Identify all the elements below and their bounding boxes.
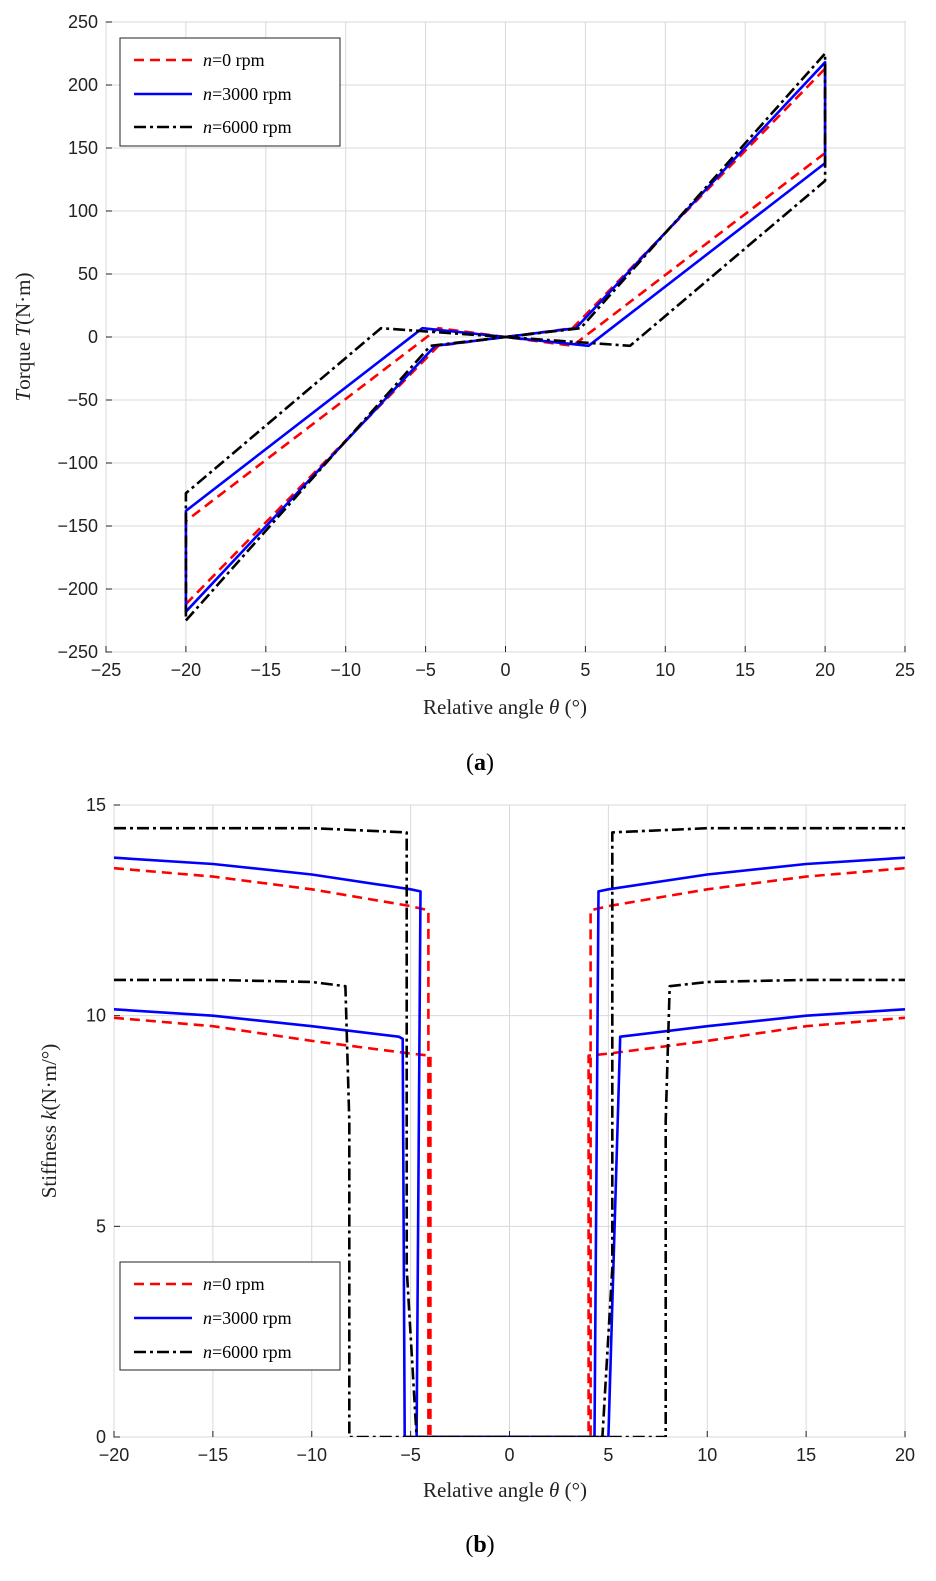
series-line-n-6000-rpm-loop [184,52,827,622]
x-tick-label: 25 [895,660,915,680]
y-tick-label: −250 [57,642,98,662]
x-tick-label: 5 [603,1445,613,1465]
legend-entry-n0-b: n=0 rpm [134,1274,265,1294]
series-line-n-3000-rpm-lower [114,1008,905,1437]
x-tick-label: 15 [796,1445,816,1465]
legend-label-n0-a: n=0 rpm [203,50,265,70]
x-axis-label-b: Relative angle θ (°) [423,1478,587,1502]
x-tick-label: 15 [735,660,755,680]
x-tick-label: −5 [415,660,436,680]
y-tick-label: 10 [86,1006,106,1026]
x-tick-label: 0 [504,1445,514,1465]
legend-label-n6000-a: n=6000 rpm [203,117,292,137]
y-tick-label: −100 [57,453,98,473]
y-tick-label: 100 [68,201,98,221]
x-tick-label: 10 [655,660,675,680]
x-tick-label: 10 [697,1445,717,1465]
x-tick-label: −15 [251,660,282,680]
legend-label-n6000-b: n=6000 rpm [203,1342,292,1362]
x-axis-label-a: Relative angle θ (°) [423,695,587,719]
y-tick-label: −150 [57,516,98,536]
series-line-n-0-rpm-lower [114,1016,905,1437]
y-tick-label: 250 [68,12,98,32]
legend-entry-n6000-b: n=6000 rpm [134,1342,292,1362]
legend-b: n=0 rpm n=3000 rpm n=6000 rpm [119,1261,341,1371]
x-tick-label: −10 [296,1445,327,1465]
x-tick-label: 20 [815,660,835,680]
x-tick-label: −10 [330,660,361,680]
y-tick-label: −50 [67,390,98,410]
legend-label-n3000-a: n=3000 rpm [203,84,292,104]
x-tick-label: −20 [99,1445,130,1465]
caption-b: (b) [465,1532,494,1558]
y-axis-label-b: Stiffness k(N·m/°) [37,1044,61,1199]
legend-label-n0-b: n=0 rpm [203,1274,265,1294]
y-tick-label: 50 [78,264,98,284]
legend-entry-n0-a: n=0 rpm [134,50,265,70]
legend-a: n=0 rpm n=3000 rpm n=6000 rpm [119,37,341,147]
series-b [114,826,905,1437]
series-line-n-0-rpm-upper [114,866,905,1437]
y-tick-label: 15 [86,795,106,815]
caption-a: (a) [466,750,494,776]
y-tick-label: 0 [96,1427,106,1447]
legend-entry-n6000-a: n=6000 rpm [134,117,292,137]
x-tick-label: 0 [500,660,510,680]
series-line-n-3000-rpm-upper [114,856,905,1437]
torque-chart: −25 −20 −15 −10 −5 0 5 10 15 20 25 −250−200−150−10… [11,12,915,776]
series-line-n-6000-rpm-lower [114,978,905,1437]
y-tick-label: 5 [96,1216,106,1236]
y-ticks-b: 0 5 10 15 [86,795,120,1447]
legend-box-a [119,37,341,147]
x-tick-label: −20 [171,660,202,680]
legend-label-n3000-b: n=3000 rpm [203,1308,292,1328]
x-tick-label: −15 [198,1445,229,1465]
x-ticks-a: −25 −20 −15 −10 −5 0 5 10 15 20 25 [91,646,915,680]
x-tick-label: −5 [400,1445,421,1465]
x-tick-label: 5 [580,660,590,680]
y-axis-label-a: Torque T(N·m) [11,273,35,402]
y-tick-label: −200 [57,579,98,599]
legend-box-b [119,1261,341,1371]
legend-entry-n3000-a: n=3000 rpm [134,84,292,104]
x-ticks-b: −20 −15 −10 −5 0 5 10 15 20 [99,1431,915,1465]
series-a [184,52,827,622]
series-line-n-6000-rpm-upper [114,826,905,1437]
stiffness-chart: −20 −15 −10 −5 0 5 10 15 20 0 5 10 15 Relative angl… [37,795,915,1558]
y-ticks-a: −250 −200 −150 −100 −50 0 50 100 150 200 250 [57,12,112,662]
y-tick-label: 200 [68,75,98,95]
y-tick-label: 0 [88,327,98,347]
legend-entry-n3000-b: n=3000 rpm [134,1308,292,1328]
x-tick-label: −25 [91,660,122,680]
x-tick-label: 20 [895,1445,915,1465]
y-tick-label: 150 [68,138,98,158]
